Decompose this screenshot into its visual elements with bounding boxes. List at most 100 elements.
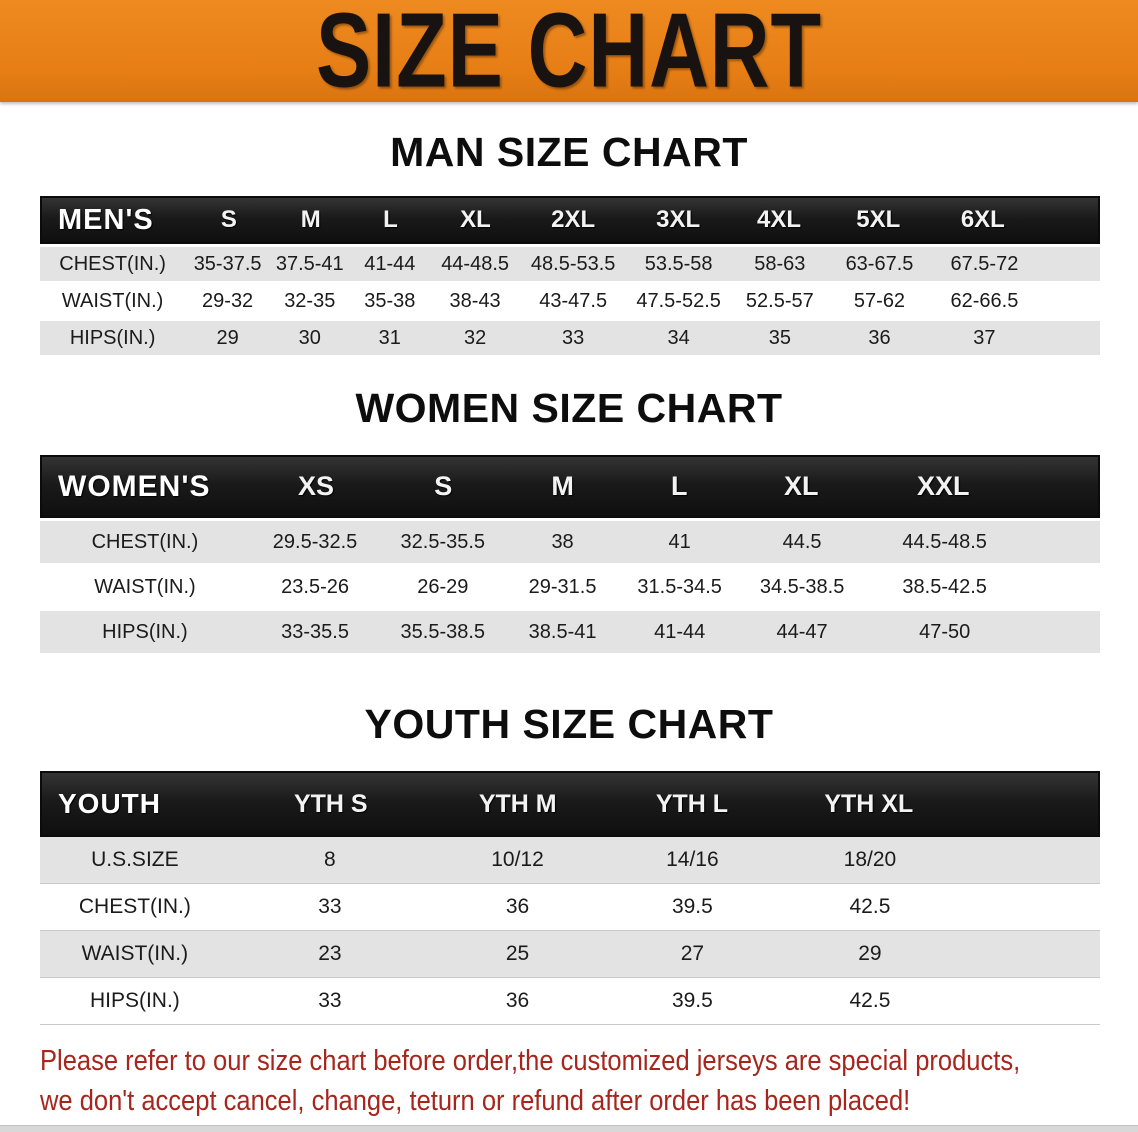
men-col-header: M [300, 206, 321, 233]
size-cell: 39.5 [671, 989, 713, 1012]
size-cell: 36 [505, 895, 530, 918]
title-banner: SIZE CHART [0, 0, 1138, 109]
women-col-header: M [551, 471, 574, 501]
size-cell: 42.5 [849, 895, 891, 918]
men-col-header: XL [460, 206, 491, 233]
men-table-title: MEN'S [58, 203, 154, 236]
size-cell: 32-35 [284, 289, 336, 312]
size-cell: 27 [680, 942, 705, 965]
size-cell: 67.5-72 [950, 252, 1019, 275]
women-col-header: XS [298, 471, 335, 501]
size-cell: 34 [667, 326, 690, 349]
size-cell: 18/20 [843, 848, 897, 871]
men-chest-row: CHEST(IN.) 35-37.5 37.5-41 41-44 44-48.5… [40, 247, 1100, 281]
size-cell: 31.5-34.5 [637, 575, 722, 598]
men-col-header: 4XL [757, 206, 802, 233]
row-label: HIPS(IN.) [69, 326, 156, 349]
image-bottom-edge [0, 1125, 1138, 1132]
women-section-heading: WOMEN SIZE CHART [355, 385, 783, 431]
size-cell: 38 [551, 530, 574, 553]
size-cell: 23.5-26 [281, 575, 349, 598]
men-size-table: MEN'S S M L XL 2XL 3XL 4XL 5XL 6XL CHEST… [40, 196, 1100, 355]
size-cell: 44.5 [782, 530, 822, 553]
men-col-header: 6XL [960, 206, 1005, 233]
row-label: HIPS(IN.) [89, 989, 180, 1012]
size-cell: 34.5-38.5 [759, 575, 845, 598]
size-cell: 37.5-41 [275, 252, 344, 275]
size-cell: 62-66.5 [950, 289, 1019, 312]
youth-col-header: YTH L [655, 789, 729, 818]
size-cell: 25 [505, 942, 530, 965]
size-cell: 33 [318, 895, 342, 918]
size-cell: 36 [868, 326, 891, 349]
size-cell: 42.5 [849, 989, 891, 1012]
size-cell: 38-43 [449, 289, 501, 312]
size-cell: 35-38 [364, 289, 416, 312]
row-label: HIPS(IN.) [102, 620, 188, 643]
size-cell: 29 [216, 326, 239, 349]
size-cell: 33 [562, 326, 585, 349]
row-label: WAIST(IN.) [61, 289, 164, 312]
size-cell: 48.5-53.5 [530, 252, 616, 275]
size-cell: 29.5-32.5 [272, 530, 358, 553]
women-col-header: XXL [916, 471, 970, 501]
size-cell: 53.5-58 [644, 252, 713, 275]
size-cell: 43-47.5 [539, 289, 608, 312]
youth-chest-row: CHEST(IN.) 33 36 39.5 42.5 [40, 884, 1100, 931]
women-table-header: WOMEN'S XS S M L XL XXL [40, 455, 1100, 518]
size-cell: 14/16 [666, 848, 719, 871]
size-cell: 41 [668, 530, 691, 553]
disclaimer-note: Please refer to our size chart before or… [40, 1041, 1138, 1121]
youth-table-header: YOUTH YTH S YTH M YTH L YTH XL [40, 771, 1100, 837]
men-col-header: 3XL [656, 206, 701, 233]
men-waist-row: WAIST(IN.) 29-32 32-35 35-38 38-43 43-47… [40, 284, 1100, 318]
row-label: WAIST(IN.) [94, 575, 196, 598]
size-cell: 47-50 [919, 620, 971, 643]
size-cell: 31 [378, 326, 401, 349]
size-cell: 35-37.5 [193, 252, 262, 275]
size-cell: 57-62 [853, 289, 906, 312]
disclaimer-line-1: Please refer to our size chart before or… [40, 1045, 1021, 1077]
youth-table-title: YOUTH [58, 788, 161, 819]
youth-ussize-row: U.S.SIZE 8 10/12 14/16 18/20 [40, 837, 1100, 884]
youth-col-header: YTH XL [824, 789, 914, 818]
size-cell: 47.5-52.5 [636, 289, 721, 312]
women-hips-row: HIPS(IN.) 33-35.5 35.5-38.5 38.5-41 41-4… [40, 611, 1100, 653]
size-cell: 63-67.5 [845, 252, 914, 275]
size-cell: 41-44 [364, 252, 416, 275]
men-col-header: S [220, 206, 237, 233]
size-cell: 33-35.5 [281, 620, 349, 643]
youth-col-header: YTH S [293, 789, 368, 818]
men-col-header: L [383, 206, 398, 233]
size-cell: 35.5-38.5 [400, 620, 486, 643]
men-col-header: 5XL [856, 206, 901, 233]
youth-waist-row: WAIST(IN.) 23 25 27 29 [40, 931, 1100, 978]
size-cell: 39.5 [671, 895, 713, 918]
men-section-heading: MAN SIZE CHART [390, 129, 748, 175]
women-size-table: WOMEN'S XS S M L XL XXL CHEST(IN.) 29.5-… [40, 455, 1100, 653]
row-label: CHEST(IN.) [91, 530, 199, 553]
size-cell: 44-47 [776, 620, 828, 643]
size-cell: 41-44 [654, 620, 706, 643]
size-cell: 26-29 [417, 575, 469, 598]
size-cell: 36 [505, 989, 530, 1012]
size-cell: 52.5-57 [745, 289, 814, 312]
size-cell: 23 [318, 942, 342, 965]
disclaimer-line-2: we don't accept cancel, change, teturn o… [40, 1085, 911, 1117]
row-label: WAIST(IN.) [81, 942, 189, 965]
size-cell: 30 [298, 326, 321, 349]
size-cell: 29 [858, 942, 882, 965]
size-cell: 8 [324, 848, 336, 871]
men-table-header: MEN'S S M L XL 2XL 3XL 4XL 5XL 6XL [40, 196, 1100, 244]
women-waist-row: WAIST(IN.) 23.5-26 26-29 29-31.5 31.5-34… [40, 566, 1100, 608]
women-col-header: XL [783, 471, 819, 501]
women-col-header: L [671, 471, 688, 501]
size-cell: 37 [973, 326, 996, 349]
youth-col-header: YTH M [478, 789, 557, 818]
size-cell: 38.5-41 [528, 620, 597, 643]
women-col-header: S [434, 471, 453, 501]
size-cell: 32.5-35.5 [400, 530, 486, 553]
men-hips-row: HIPS(IN.) 29 30 31 32 33 34 35 36 37 [40, 321, 1100, 355]
size-cell: 29-31.5 [528, 575, 597, 598]
size-cell: 10/12 [491, 848, 544, 871]
